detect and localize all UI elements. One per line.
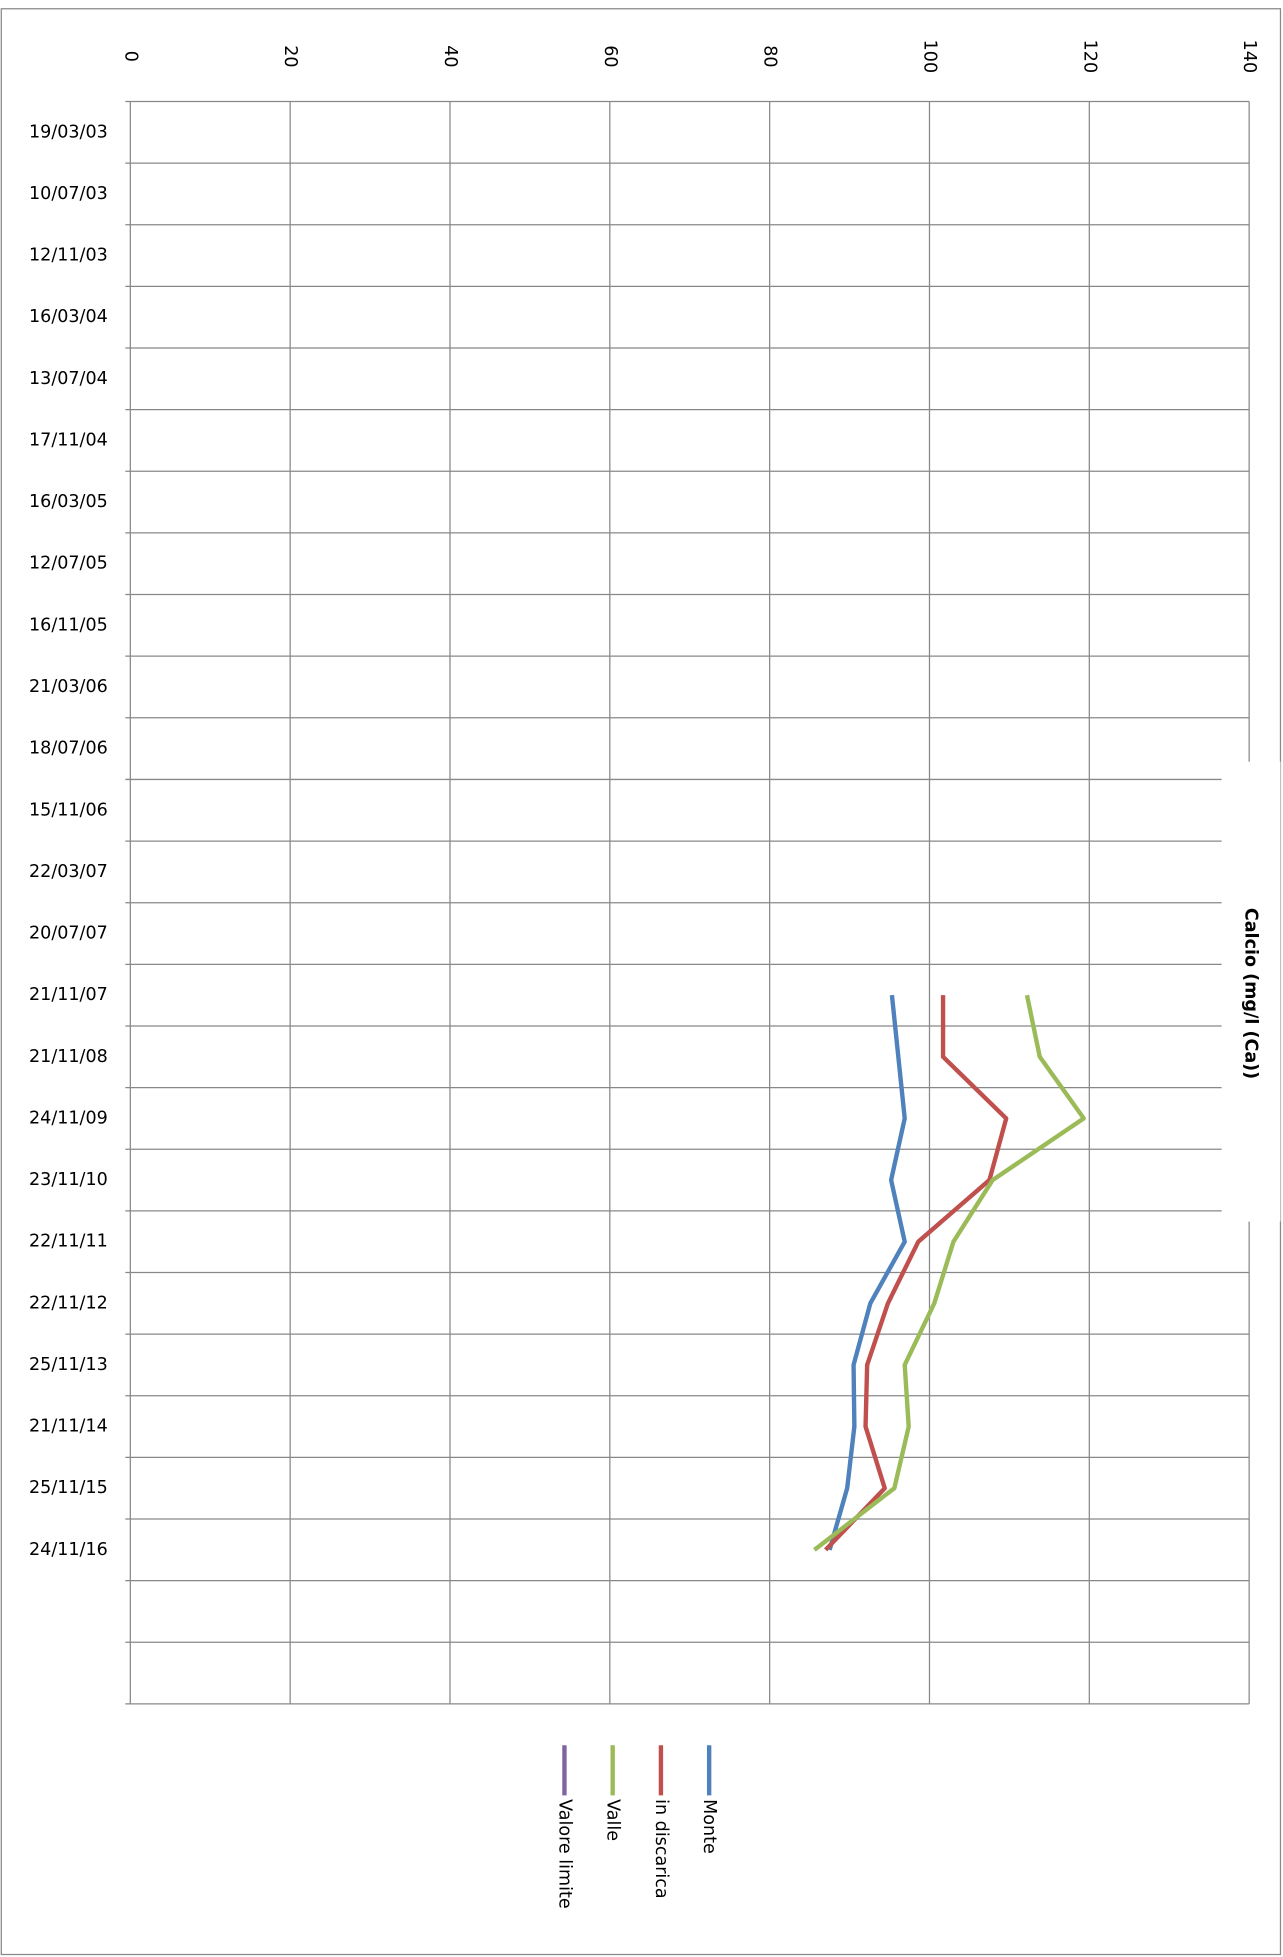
x-tick-label: 24/11/09 [29, 1108, 108, 1128]
series-line [813, 994, 1086, 1552]
x-tick-label: 10/07/03 [29, 184, 108, 204]
x-tick-label: 25/11/15 [29, 1478, 108, 1498]
x-tick-label: 15/11/06 [29, 800, 108, 820]
x-tick-label: 19/03/03 [29, 122, 108, 142]
x-tick-label: 12/11/03 [29, 246, 108, 266]
series-line [824, 995, 1009, 1552]
legend-label: Valle [603, 1799, 623, 1841]
y-tick-label: 100 [919, 40, 939, 73]
x-tick-label: 20/07/07 [29, 924, 108, 944]
y-tick-label: 0 [120, 51, 140, 62]
y-tick-label: 80 [760, 45, 780, 67]
legend-label: Valore limite [554, 1799, 574, 1909]
x-tick-label: 23/11/10 [29, 1170, 108, 1190]
x-tick-label: 16/11/05 [29, 615, 108, 635]
legend-label: in discarica [651, 1799, 671, 1899]
y-tick-label: 60 [600, 45, 620, 67]
x-tick-label: 21/03/06 [29, 677, 108, 697]
x-tick-label: 25/11/13 [29, 1355, 108, 1375]
title-box [1221, 761, 1281, 1222]
x-tick-label: 22/11/11 [29, 1232, 108, 1252]
x-tick-label: 21/11/08 [29, 1047, 108, 1067]
chart-frame [0, 8, 1282, 1956]
x-tick-label: 12/07/05 [29, 554, 108, 574]
y-tick-label: 140 [1239, 40, 1259, 73]
chart-title: Calcio (mg/l (Ca)) [1240, 908, 1260, 1079]
y-tick-label: 20 [280, 45, 300, 67]
x-tick-label: 24/11/16 [29, 1540, 108, 1560]
x-tick-label: 16/03/04 [29, 307, 108, 327]
x-tick-label: 21/11/07 [29, 985, 108, 1005]
x-tick-label: 18/07/06 [29, 739, 108, 759]
legend-label: Monte [699, 1799, 719, 1854]
x-tick-label: 13/07/04 [29, 369, 108, 389]
x-tick-label: 22/03/07 [29, 862, 108, 882]
x-tick-label: 22/11/12 [29, 1293, 108, 1313]
y-tick-label: 120 [1079, 40, 1099, 73]
x-tick-label: 16/03/05 [29, 492, 108, 512]
x-tick-label: 21/11/14 [29, 1417, 108, 1437]
x-tick-label: 17/11/04 [29, 430, 108, 450]
series-line [827, 994, 907, 1551]
y-tick-label: 40 [440, 45, 460, 67]
